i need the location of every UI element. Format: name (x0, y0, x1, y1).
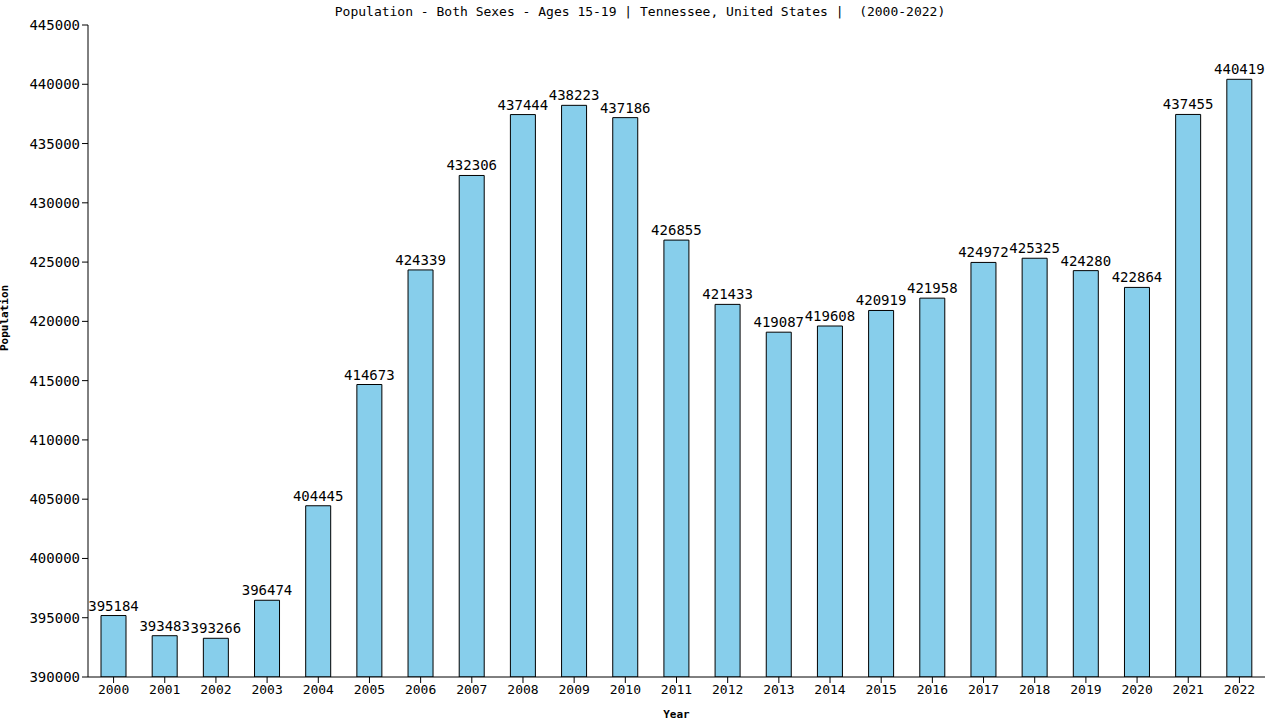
svg-text:393266: 393266 (191, 620, 242, 636)
svg-text:2010: 2010 (610, 682, 641, 697)
svg-text:430000: 430000 (29, 195, 80, 211)
svg-text:425000: 425000 (29, 254, 80, 270)
svg-text:2021: 2021 (1173, 682, 1204, 697)
svg-text:2001: 2001 (149, 682, 180, 697)
svg-text:395000: 395000 (29, 610, 80, 626)
svg-text:395184: 395184 (88, 598, 139, 614)
svg-text:440000: 440000 (29, 76, 80, 92)
svg-text:2005: 2005 (354, 682, 385, 697)
svg-text:2007: 2007 (456, 682, 487, 697)
svg-text:396474: 396474 (242, 582, 293, 598)
svg-text:2006: 2006 (405, 682, 436, 697)
svg-text:2016: 2016 (917, 682, 948, 697)
svg-text:2009: 2009 (558, 682, 589, 697)
svg-text:2002: 2002 (200, 682, 231, 697)
svg-text:405000: 405000 (29, 491, 80, 507)
svg-text:425325: 425325 (1009, 240, 1060, 256)
svg-text:2011: 2011 (661, 682, 692, 697)
svg-text:400000: 400000 (29, 550, 80, 566)
svg-text:2012: 2012 (712, 682, 743, 697)
svg-text:2018: 2018 (1019, 682, 1050, 697)
svg-text:437455: 437455 (1163, 96, 1214, 112)
svg-text:424339: 424339 (395, 252, 446, 268)
svg-text:440419: 440419 (1214, 61, 1265, 77)
svg-text:2017: 2017 (968, 682, 999, 697)
svg-text:Year: Year (663, 708, 690, 720)
svg-text:422864: 422864 (1112, 269, 1163, 285)
svg-text:2014: 2014 (814, 682, 845, 697)
svg-text:419608: 419608 (805, 308, 856, 324)
svg-text:410000: 410000 (29, 432, 80, 448)
svg-text:437186: 437186 (600, 100, 651, 116)
svg-text:419087: 419087 (753, 314, 804, 330)
svg-text:Population: Population (8, 285, 11, 351)
svg-text:2022: 2022 (1224, 682, 1255, 697)
svg-text:2013: 2013 (763, 682, 794, 697)
svg-text:2000: 2000 (98, 682, 129, 697)
svg-text:437444: 437444 (498, 97, 549, 113)
svg-text:424972: 424972 (958, 244, 1009, 260)
svg-text:414673: 414673 (344, 367, 395, 383)
svg-text:390000: 390000 (29, 669, 80, 685)
svg-text:421433: 421433 (702, 286, 753, 302)
svg-text:2003: 2003 (251, 682, 282, 697)
svg-text:435000: 435000 (29, 136, 80, 152)
svg-text:438223: 438223 (549, 87, 600, 103)
svg-text:426855: 426855 (651, 222, 702, 238)
svg-text:432306: 432306 (446, 157, 497, 173)
svg-text:2004: 2004 (303, 682, 334, 697)
html-text:Population - Both Sexes - Ages: Population - Both Sexes - Ages 15-19 | T… (334, 4, 946, 19)
svg-text:393483: 393483 (139, 618, 190, 634)
svg-text:2015: 2015 (866, 682, 897, 697)
svg-text:2019: 2019 (1070, 682, 1101, 697)
svg-text:445000: 445000 (29, 17, 80, 33)
svg-text:421958: 421958 (907, 280, 958, 296)
svg-text:415000: 415000 (29, 373, 80, 389)
svg-text:420919: 420919 (856, 292, 907, 308)
svg-text:2008: 2008 (507, 682, 538, 697)
svg-text:404445: 404445 (293, 488, 344, 504)
svg-text:424280: 424280 (1061, 253, 1112, 269)
svg-text:2020: 2020 (1121, 682, 1152, 697)
svg-text:420000: 420000 (29, 313, 80, 329)
